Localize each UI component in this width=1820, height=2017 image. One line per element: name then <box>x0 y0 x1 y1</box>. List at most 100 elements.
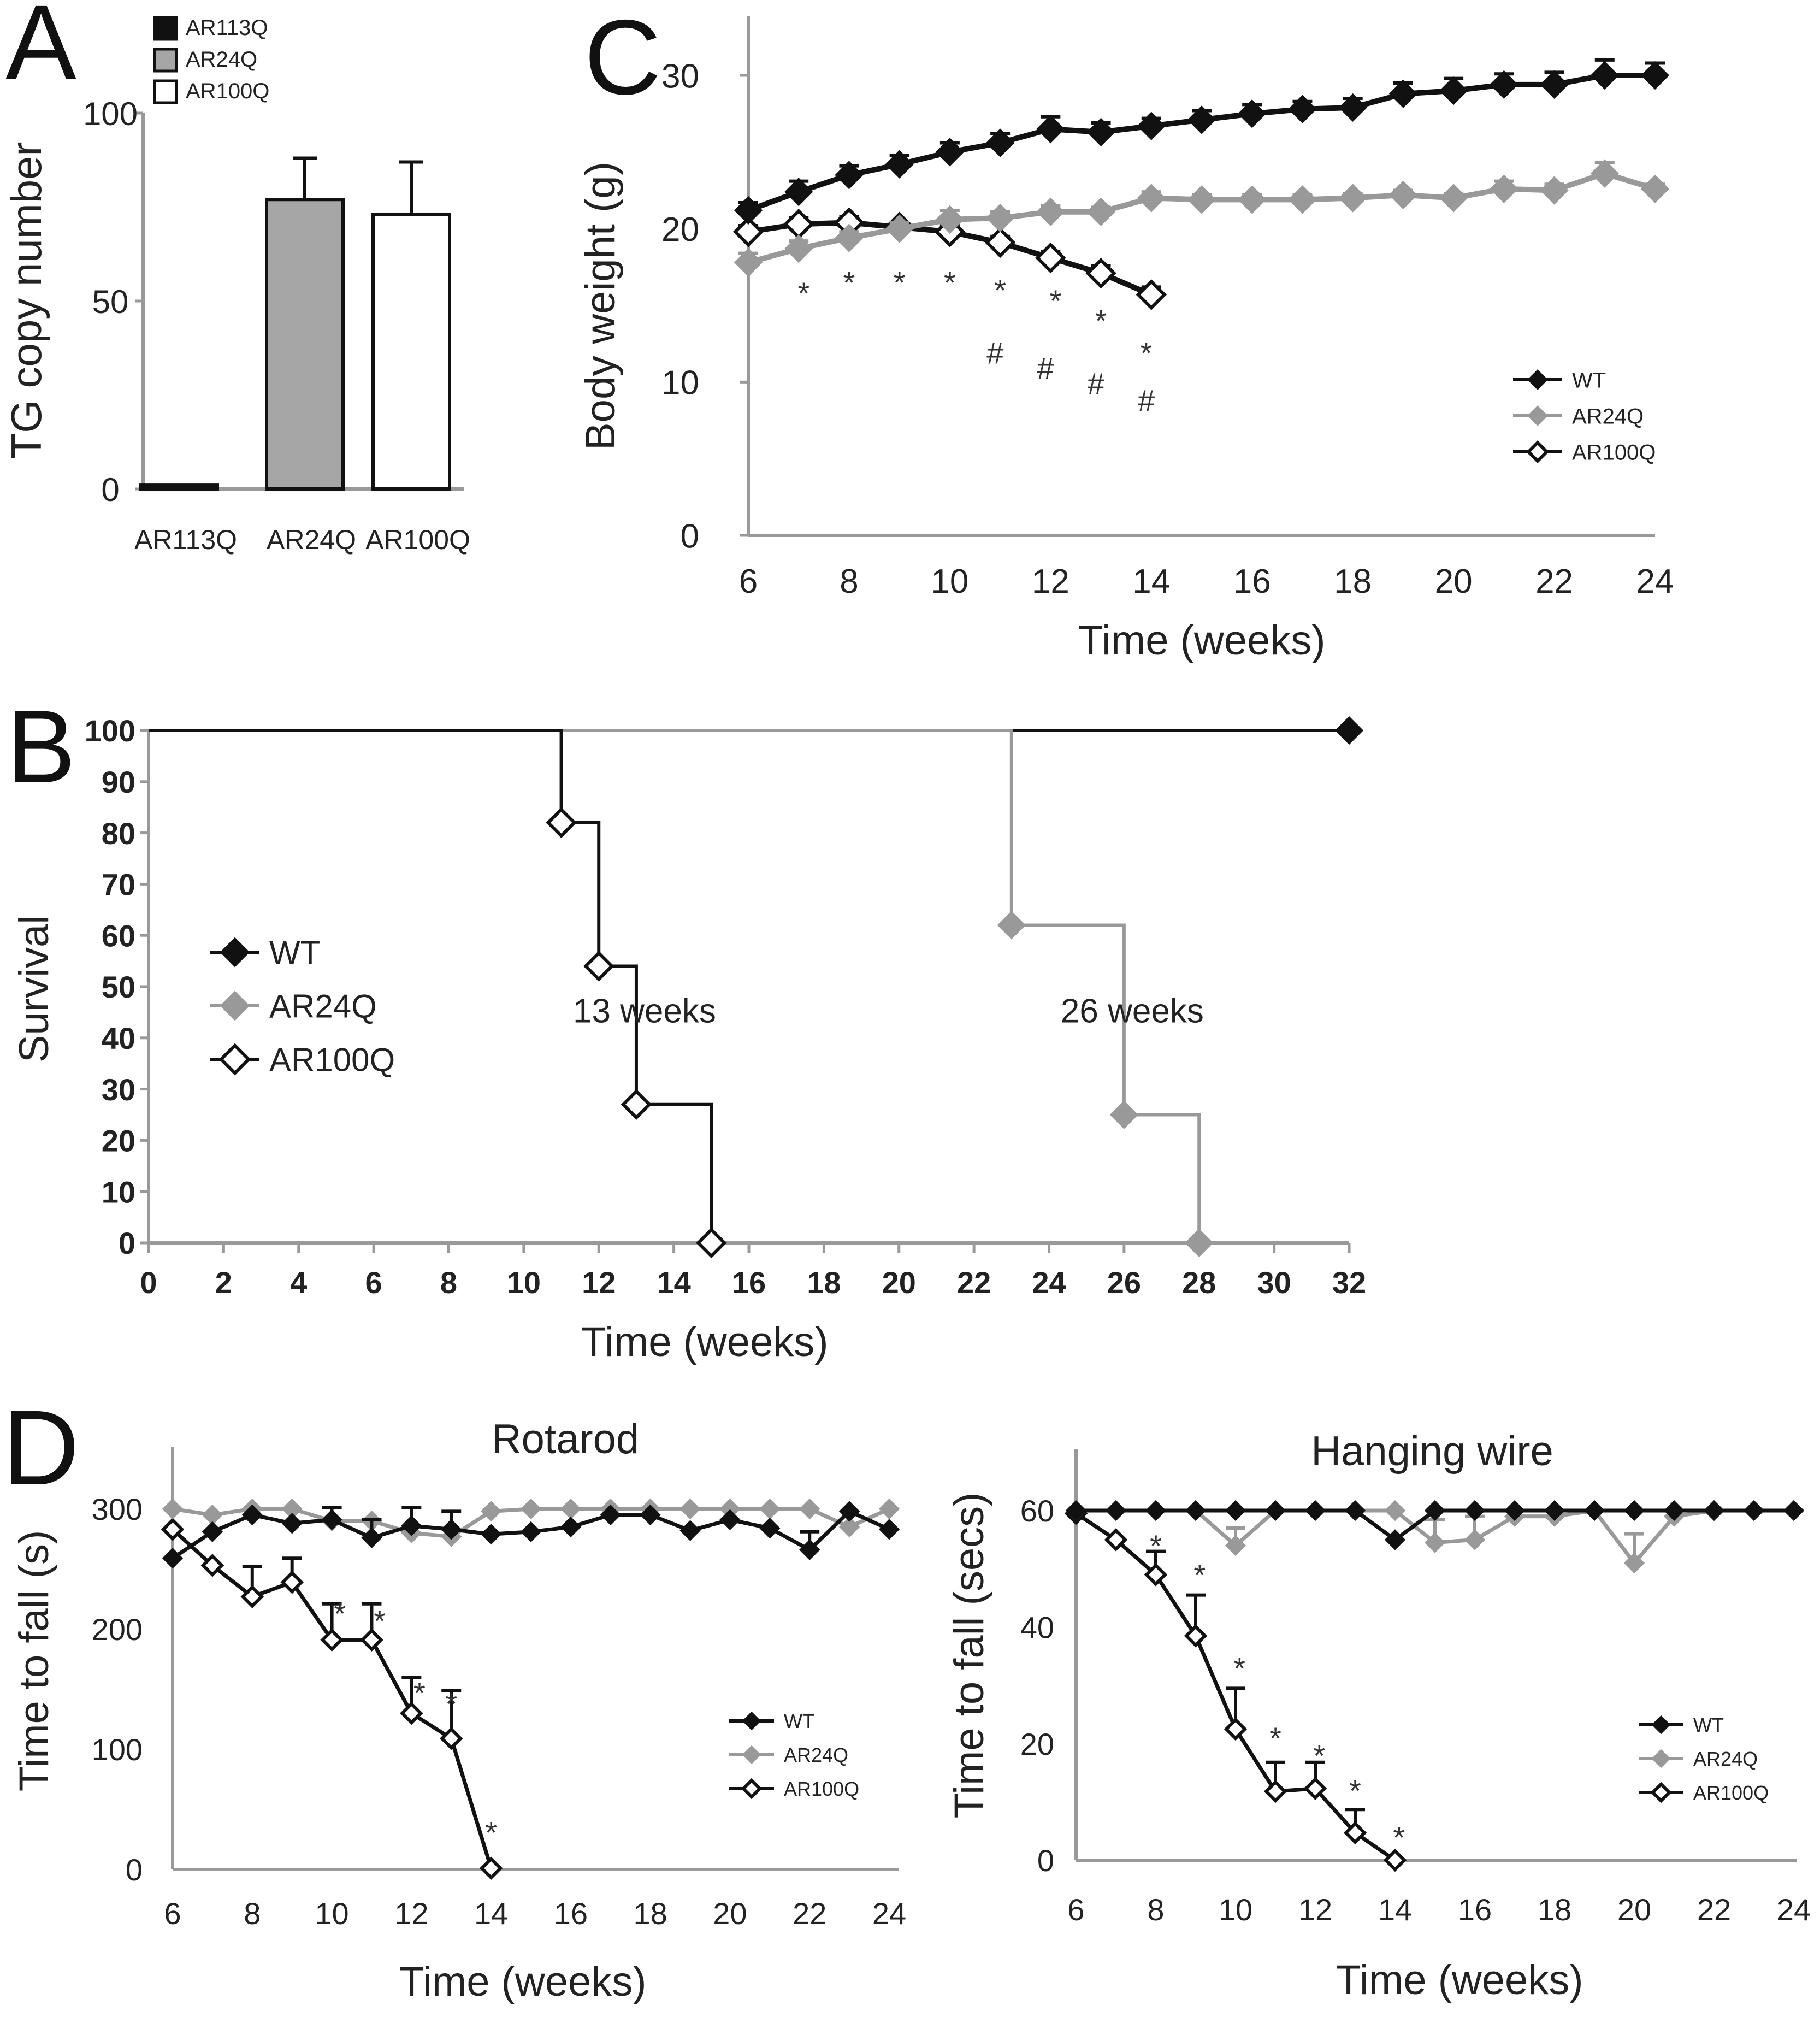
data-point-ar24q <box>1185 1228 1214 1258</box>
x-tick-label: 12 <box>394 1896 428 1931</box>
significance-hash: # <box>1037 351 1054 386</box>
data-point-ar24q <box>835 223 864 252</box>
legend-label-ar24q: AR24Q <box>186 48 257 72</box>
data-point-wt <box>1464 1500 1486 1521</box>
data-point-ar24q <box>1036 197 1065 226</box>
data-point-wt <box>1344 1500 1366 1521</box>
y-tick-label: 0 <box>1037 1843 1054 1878</box>
x-tick-label: 10 <box>315 1896 348 1931</box>
significance-star: * <box>1313 1738 1325 1773</box>
data-point-wt <box>759 1518 781 1539</box>
series-line-ar100q <box>171 1528 493 1869</box>
x-tick-label: 16 <box>554 1896 588 1931</box>
x-tick-label: 6 <box>739 563 758 600</box>
data-point-ar24q <box>520 1498 542 1520</box>
data-point-ar100q <box>1085 257 1116 289</box>
data-point-wt <box>1590 61 1619 90</box>
annotation-weeks: 13 weeks <box>573 993 716 1030</box>
survival-step-ar24q <box>149 729 1201 1243</box>
x-tick-label: 24 <box>1777 1892 1811 1927</box>
significance-star: * <box>445 1686 457 1721</box>
data-point-wt <box>719 1509 741 1530</box>
x-tick-label: 8 <box>1147 1892 1164 1927</box>
data-point-wt <box>1334 716 1364 745</box>
data-point-wt <box>878 1519 900 1540</box>
data-point-ar100q <box>546 807 577 839</box>
data-point-wt <box>600 1504 621 1526</box>
data-point-wt <box>480 1524 502 1545</box>
legend-marker-wt <box>742 1711 761 1731</box>
y-axis-label: Body weight (g) <box>577 162 624 450</box>
data-point-ar24q <box>480 1501 502 1522</box>
x-tick-label: 6 <box>1067 1892 1084 1927</box>
data-point-ar24q <box>1086 197 1115 226</box>
legend-label-ar100q: AR100Q <box>1693 1782 1769 1804</box>
data-point-ar100q <box>1184 1624 1208 1648</box>
data-point-wt <box>640 1504 661 1526</box>
bar-ar113q <box>139 483 219 491</box>
data-point-wt <box>1036 115 1065 144</box>
data-point-ar100q <box>1263 1779 1287 1803</box>
x-tick-label: 14 <box>1378 1892 1412 1927</box>
panel-letter-d: D <box>3 1388 80 1507</box>
significance-star: * <box>1233 1651 1245 1685</box>
y-axis-label: Survival <box>11 915 57 1063</box>
x-tick-label: 12 <box>1298 1892 1332 1927</box>
x-tick-label: 14 <box>474 1896 508 1931</box>
data-point-ar24q <box>162 1498 184 1520</box>
data-point-wt <box>885 150 914 179</box>
legend-label-ar100q: AR100Q <box>186 79 269 103</box>
data-point-wt <box>985 128 1015 157</box>
y-tick-label: 90 <box>102 765 135 799</box>
data-point-wt <box>1424 1500 1446 1521</box>
data-point-wt <box>1105 1500 1127 1521</box>
data-point-ar24q <box>1590 159 1619 188</box>
legend-label-ar113q: AR113Q <box>186 16 268 40</box>
data-point-ar24q <box>1338 184 1367 213</box>
data-point-ar100q <box>621 1089 652 1120</box>
x-tick-label: 0 <box>140 1265 157 1300</box>
data-point-ar100q <box>161 1518 185 1541</box>
legend-swatch-ar113q <box>153 16 178 41</box>
x-tick-label: 10 <box>931 563 968 600</box>
data-point-ar24q <box>1388 180 1418 210</box>
x-tick-label: 10 <box>1219 1892 1252 1927</box>
legend-label-ar24q: AR24Q <box>1572 404 1644 428</box>
x-tick-label: 4 <box>290 1265 307 1300</box>
panel-letter-c: C <box>584 0 661 117</box>
y-tick-label: 300 <box>92 1492 143 1526</box>
x-tick-label: AR113Q <box>134 524 237 555</box>
panel-c: C 0 10 20 30 6 8 10 12 14 16 18 20 22 24 Body weight (g… <box>577 0 1674 664</box>
x-tick-label: 26 <box>1107 1265 1141 1300</box>
data-point-wt <box>1185 1500 1207 1521</box>
significance-star: * <box>1393 1820 1405 1854</box>
data-point-ar100q <box>1224 1717 1248 1741</box>
legend-label-ar100q: AR100Q <box>269 1042 395 1078</box>
significance-star: * <box>894 265 906 299</box>
data-point-ar100q <box>320 1628 344 1652</box>
data-point-ar24q <box>1225 1535 1246 1556</box>
legend-marker-ar24q <box>1527 405 1548 426</box>
y-tick-label: 0 <box>126 1853 143 1887</box>
chart-title: Hanging wire <box>1311 1428 1553 1475</box>
data-point-ar100q <box>479 1856 503 1880</box>
data-point-ar100q <box>1035 242 1066 274</box>
legend-marker-wt <box>220 937 250 968</box>
y-tick-label: 0 <box>101 471 119 508</box>
legend-marker-ar100q <box>741 1778 763 1800</box>
data-point-wt <box>1264 1500 1286 1521</box>
x-tick-label: 12 <box>582 1265 616 1300</box>
data-point-wt <box>1743 1500 1765 1521</box>
significance-star: * <box>1150 1529 1162 1563</box>
legend-label-wt: WT <box>1572 368 1606 392</box>
data-point-ar100q <box>1343 1821 1367 1845</box>
legend-label-wt: WT <box>269 935 320 971</box>
x-tick-label: 24 <box>1032 1265 1066 1300</box>
x-tick-label: 16 <box>1233 563 1271 600</box>
chart-title: Rotarod <box>492 1416 639 1462</box>
legend-label-ar100q: AR100Q <box>1572 440 1656 464</box>
x-tick-label: 14 <box>1132 563 1170 600</box>
data-point-ar24q <box>985 203 1015 233</box>
annotation-weeks: 26 weeks <box>1061 993 1204 1030</box>
legend-marker-ar24q <box>220 990 250 1021</box>
